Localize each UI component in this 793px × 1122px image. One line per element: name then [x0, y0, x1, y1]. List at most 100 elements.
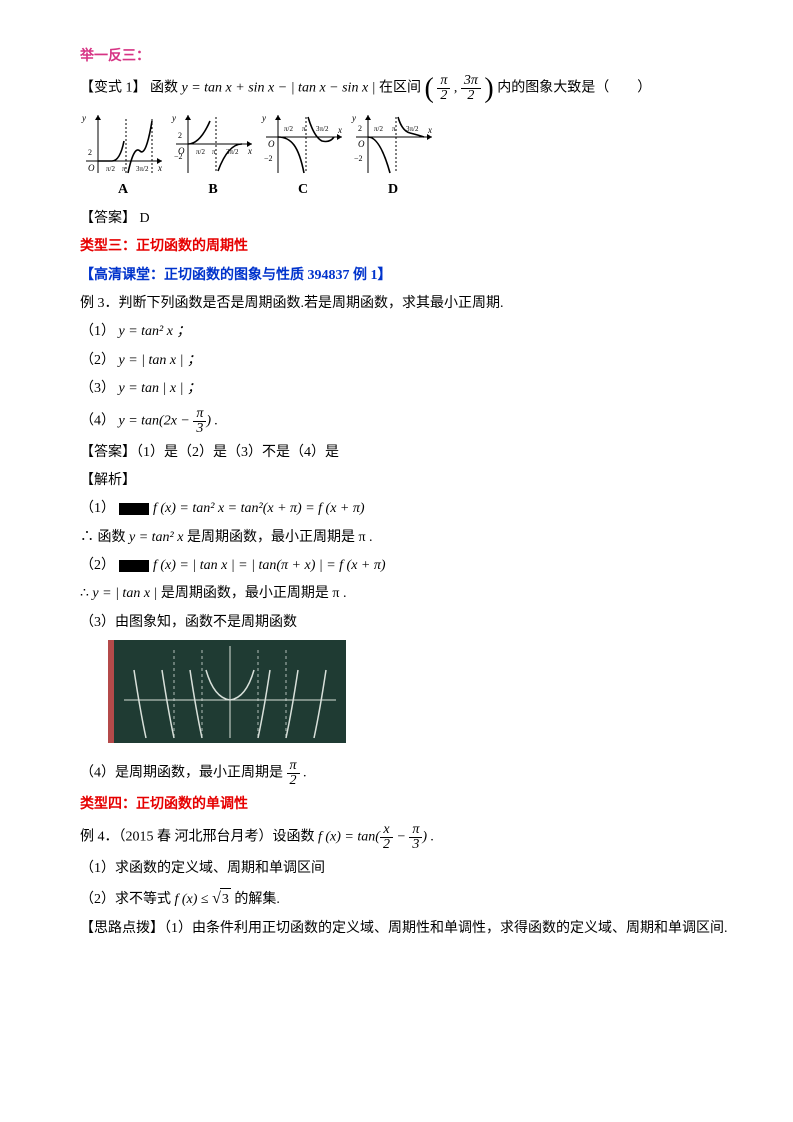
q2-math-pre: f (x) ≤	[175, 892, 213, 907]
ex4-stem: 例 4．（2015 春 河北邢台月考）设函数 f (x) = tan(x2 − …	[80, 823, 733, 852]
svg-text:y: y	[81, 113, 86, 123]
graph-b: y x O 2 −2 π/2 π 3π/2	[170, 111, 256, 177]
num: π	[287, 759, 300, 774]
ex3-item-4: （4） y = tan(2x − π3) .	[80, 407, 733, 436]
svg-text:x: x	[427, 125, 432, 135]
svg-text:y: y	[171, 113, 176, 123]
svg-text:x: x	[157, 163, 162, 173]
ex4-q1: （1）求函数的定义域、周期和单调区间	[80, 858, 733, 880]
svg-text:y: y	[261, 113, 266, 123]
sol1-conc-post: 是周期函数，最小正周期是 π .	[187, 530, 373, 545]
sqrt-3: 3	[212, 886, 231, 912]
ex3-sol3: （3）由图象知，函数不是周期函数	[80, 612, 733, 634]
ex4-math-pre: f (x) = tan(	[318, 829, 380, 844]
item-body-post: ) .	[206, 413, 218, 428]
sol1-conc-math: y = tan² x	[129, 530, 183, 545]
ex4-stem-pre: 例 4．（2015 春 河北邢台月考）设函数	[80, 829, 318, 844]
ex4-q2: （2）求不等式 f (x) ≤ 3 的解集.	[80, 886, 733, 912]
variant-label: 【变式 1】	[80, 81, 147, 96]
sol1-math: f (x) = tan² x = tan²(x + π) = f (x + π)	[153, 501, 365, 516]
type3-sub: 【高清课堂：正切函数的图象与性质 394837 例 1】	[80, 268, 392, 283]
ans-label: 【答案】	[80, 445, 136, 460]
svg-text:x: x	[247, 146, 252, 156]
interval-sep: ,	[454, 81, 458, 96]
ex3-sol1: （1） f (x) = tan² x = tan²(x + π) = f (x …	[80, 498, 733, 520]
ex3-answer: 【答案】（1）是（2）是（3）不是（4）是	[80, 442, 733, 464]
item-n: （2）	[80, 353, 115, 368]
graph-d: y x O 2 −2 π/2 π 3π/2	[350, 111, 436, 177]
sol2-conc-pre: ∴	[80, 586, 92, 601]
item-body: y = tan | x | ；	[119, 381, 201, 396]
sol4-post: .	[303, 766, 307, 781]
svg-text:2: 2	[88, 148, 92, 157]
ex3-sol4: （4）是周期函数，最小正周期是 π 2 .	[80, 759, 733, 788]
q2-post: 的解集.	[234, 892, 280, 907]
frac-pi-2: π 2	[287, 759, 300, 788]
item-n: （1）	[80, 324, 115, 339]
den: 2	[287, 774, 300, 788]
svg-text:π: π	[392, 125, 396, 133]
opt-label-a: A	[118, 179, 128, 201]
svg-text:O: O	[358, 139, 365, 149]
redaction-icon	[119, 560, 149, 572]
ex3-sol1-conc: ∴ 函数 y = tan² x 是周期函数，最小正周期是 π .	[80, 527, 733, 549]
svg-text:O: O	[268, 139, 275, 149]
q2-pre: （2）求不等式	[80, 892, 175, 907]
graph-c: y x O −2 π/2 π 3π/2	[260, 111, 346, 177]
graph-a: y x O 2 π/2 π 3π/2	[80, 111, 166, 177]
svg-text:−2: −2	[174, 152, 183, 161]
type3-title: 类型三：正切函数的周期性	[80, 239, 248, 254]
frac-x-2: x2	[380, 823, 393, 852]
sol4-pre: （4）是周期函数，最小正周期是	[80, 766, 287, 781]
interval-frac-a: π 2	[437, 74, 450, 103]
sol2-math: f (x) = | tan x | = | tan(π + x) | = f (…	[153, 558, 386, 573]
item-body: y = | tan x | ；	[119, 353, 201, 368]
svg-text:π/2: π/2	[374, 125, 383, 133]
frac-pi-3: π3	[193, 407, 206, 436]
num: π	[193, 407, 206, 422]
ex3-item-3: （3） y = tan | x | ；	[80, 378, 733, 400]
num: 3π	[461, 74, 481, 89]
variant-formula: y = tan x + sin x − | tan x − sin x |	[182, 81, 376, 96]
svg-text:−2: −2	[354, 154, 363, 163]
frac-pi-3b: π3	[409, 823, 422, 852]
variant-text-before: 函数	[150, 81, 182, 96]
svg-text:π/2: π/2	[284, 125, 293, 133]
ex3-jiexi: 【解析】	[80, 470, 733, 492]
answer-label: 【答案】	[80, 211, 136, 226]
den: 2	[380, 838, 393, 852]
hint-text: （1）由条件利用正切函数的定义域、周期性和单调性，求得函数的定义域、周期和单调区…	[164, 921, 728, 936]
svg-text:−2: −2	[264, 154, 273, 163]
sol1-pre: （1）	[80, 501, 115, 516]
svg-text:2: 2	[178, 131, 182, 140]
ans-text: （1）是（2）是（3）不是（4）是	[136, 445, 339, 460]
sol1-conc-pre: ∴ 函数	[80, 530, 129, 545]
sol2-pre: （2）	[80, 558, 115, 573]
num: π	[437, 74, 450, 89]
svg-text:y: y	[351, 113, 356, 123]
item-n: （3）	[80, 381, 115, 396]
svg-text:x: x	[337, 125, 342, 135]
type4-title: 类型四：正切函数的单调性	[80, 797, 248, 812]
section-juyi: 举一反三：	[80, 49, 150, 64]
opt-label-d: D	[388, 179, 398, 201]
answer-value: D	[140, 211, 150, 226]
svg-text:π/2: π/2	[106, 165, 115, 173]
svg-text:π: π	[212, 148, 216, 156]
variant-text-after: 内的图象大致是（ ）	[497, 81, 651, 96]
redaction-icon	[119, 503, 149, 515]
chalkboard-graph	[108, 640, 346, 743]
opt-label-c: C	[298, 179, 308, 201]
variant-1: 【变式 1】 函数 y = tan x + sin x − | tan x − …	[80, 74, 733, 103]
ex3-sol2-conc: ∴ y = | tan x | 是周期函数，最小正周期是 π .	[80, 583, 733, 605]
sol2-conc-math: y = | tan x |	[92, 586, 157, 601]
sol2-conc-post: 是周期函数，最小正周期是 π .	[161, 586, 347, 601]
den: 2	[437, 89, 450, 103]
minus: −	[393, 829, 409, 844]
num: x	[380, 823, 393, 838]
svg-text:π/2: π/2	[196, 148, 205, 156]
den: 2	[461, 89, 481, 103]
ex3-item-1: （1） y = tan² x ；	[80, 321, 733, 343]
option-c: y x O −2 π/2 π 3π/2 C	[260, 111, 346, 201]
svg-text:O: O	[88, 163, 95, 173]
